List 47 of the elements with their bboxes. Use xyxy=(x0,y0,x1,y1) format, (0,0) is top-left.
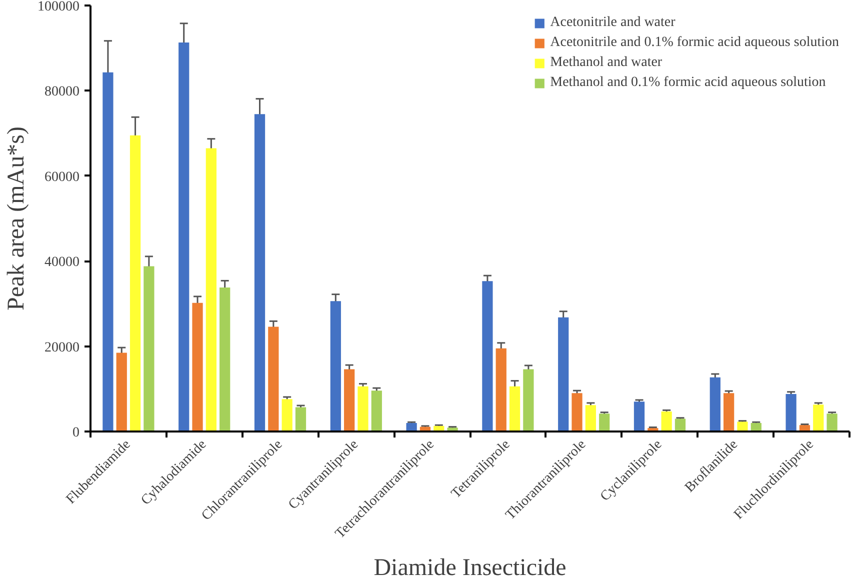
bar xyxy=(496,348,506,432)
bar xyxy=(558,317,569,432)
bar xyxy=(710,377,720,432)
bar xyxy=(282,399,292,432)
y-tick-label: 100000 xyxy=(38,0,80,14)
bar xyxy=(192,302,203,432)
bar xyxy=(585,405,596,432)
bar xyxy=(786,394,796,432)
bar xyxy=(406,422,417,432)
bar xyxy=(295,407,306,432)
bar xyxy=(102,72,114,432)
bar xyxy=(144,266,154,432)
y-tick-label: 0 xyxy=(72,426,80,440)
bar xyxy=(482,281,493,432)
bar xyxy=(572,393,582,432)
bar xyxy=(724,393,734,432)
bar xyxy=(371,390,382,432)
bar xyxy=(358,386,368,432)
legend-label: Methanol and 0.1% formic acid aqueous solution xyxy=(550,75,826,91)
bar xyxy=(206,148,216,432)
y-tick-label: 40000 xyxy=(44,255,80,270)
bar xyxy=(344,369,355,432)
bar xyxy=(599,414,610,432)
bar xyxy=(116,352,127,432)
bar xyxy=(130,135,141,432)
bar xyxy=(330,301,341,432)
bar xyxy=(813,404,824,432)
bar xyxy=(268,326,279,432)
bar xyxy=(634,402,645,432)
bar xyxy=(509,386,520,432)
y-tick-label: 60000 xyxy=(44,170,80,185)
bar xyxy=(661,411,672,432)
bar xyxy=(220,288,230,432)
legend-label: Acetonitrile and 0.1% formic acid aqueous solution xyxy=(550,35,839,51)
legend-label: Acetonitrile and water xyxy=(550,15,676,31)
bar xyxy=(254,114,266,432)
x-axis-title: Diamide Insecticide xyxy=(374,554,566,581)
bar xyxy=(750,422,762,432)
bar xyxy=(826,414,838,432)
y-tick-label: 20000 xyxy=(44,340,80,356)
bar xyxy=(178,42,190,432)
bar xyxy=(674,418,686,432)
bar xyxy=(523,369,534,432)
y-axis-title: Peak area (mAu*s) xyxy=(4,126,30,310)
legend-label: Methanol and water xyxy=(550,55,662,71)
y-tick-label: 80000 xyxy=(44,84,80,100)
bar xyxy=(737,422,748,432)
